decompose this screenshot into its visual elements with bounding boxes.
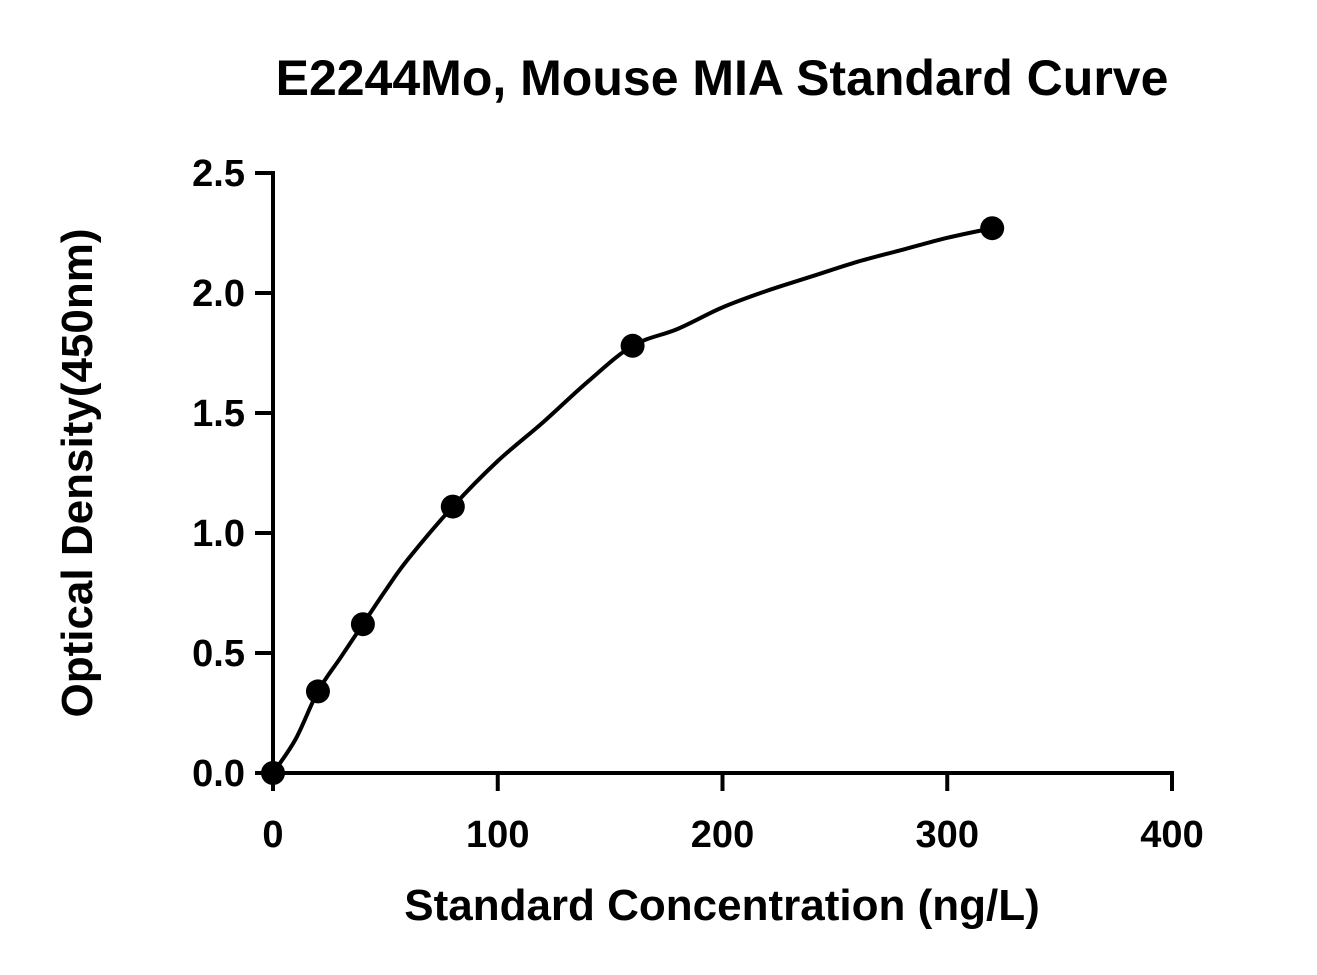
x-tick-label: 200 (691, 814, 754, 856)
x-tick-label: 100 (466, 814, 529, 856)
y-tick-label: 2.5 (192, 153, 245, 195)
data-point (620, 333, 645, 358)
x-tick-label: 300 (916, 814, 979, 856)
data-point (350, 612, 375, 637)
y-ticks: 0.0 0.5 1.0 1.5 2.0 2.5 (192, 153, 273, 795)
y-tick-label: 2.0 (192, 273, 245, 315)
data-point (980, 216, 1005, 241)
y-tick-label: 0.0 (192, 753, 245, 795)
x-tick-label: 400 (1140, 814, 1203, 856)
data-point (261, 761, 285, 785)
y-tick-label: 0.5 (192, 633, 245, 675)
y-tick-label: 1.5 (192, 393, 245, 435)
plot-area: 0 100 200 300 400 0.0 0.5 1.0 1.5 2.0 2.5 (192, 153, 1204, 856)
x-axis-label: Standard Concentration (ng/L) (404, 881, 1040, 930)
data-point (305, 679, 330, 704)
x-tick-label: 0 (262, 814, 283, 856)
y-axis-label: Optical Density(450nm) (53, 228, 102, 717)
x-ticks: 0 100 200 300 400 (262, 773, 1204, 856)
y-tick-label: 1.0 (192, 513, 245, 555)
fit-curve (271, 226, 993, 775)
data-points (261, 216, 1005, 785)
data-point (440, 494, 465, 519)
chart-title: E2244Mo, Mouse MIA Standard Curve (276, 50, 1169, 106)
